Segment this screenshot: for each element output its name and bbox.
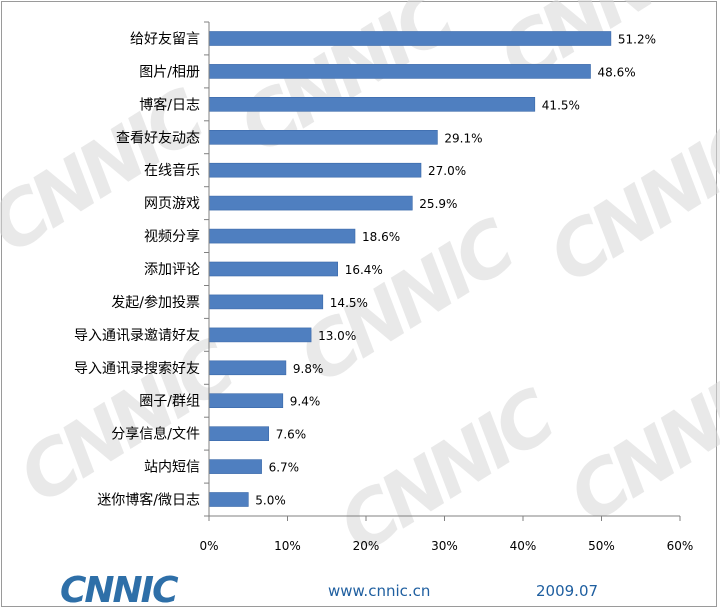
bar <box>208 228 356 244</box>
category-label: 给好友留言 <box>130 32 200 48</box>
x-tick-label: 60% <box>667 539 694 553</box>
value-label: 9.4% <box>290 395 321 409</box>
cnnic-logo: CNNIC <box>60 570 178 611</box>
category-label: 导入通讯录邀请好友 <box>74 328 200 344</box>
bar <box>208 492 249 507</box>
category-label: 在线音乐 <box>144 162 200 179</box>
category-label: 分享信息/文件 <box>111 426 200 443</box>
category-label: 网页游戏 <box>144 196 200 212</box>
footer-url: www.cnnic.cn <box>328 582 431 600</box>
value-label: 5.0% <box>255 494 285 508</box>
bar <box>208 294 324 310</box>
bars-group <box>208 31 612 507</box>
bar <box>208 64 591 79</box>
category-label: 站内短信 <box>144 460 200 476</box>
bar <box>208 162 422 178</box>
category-label: 图片/相册 <box>139 64 200 80</box>
category-label: 导入通讯录搜索好友 <box>74 360 200 377</box>
value-label: 25.9% <box>419 197 457 211</box>
x-tick-label: 50% <box>588 539 615 553</box>
bar <box>208 130 438 145</box>
x-tick-label: 40% <box>510 539 537 553</box>
x-tick-label: 20% <box>353 539 380 553</box>
value-label: 48.6% <box>598 65 636 79</box>
category-label: 发起/参加投票 <box>111 294 200 311</box>
bar <box>208 327 312 343</box>
value-label: 29.1% <box>444 131 482 145</box>
category-label: 圈子/群组 <box>139 394 200 410</box>
x-tick-label: 0% <box>199 539 218 553</box>
category-label: 视频分享 <box>144 228 200 245</box>
bar <box>208 393 284 409</box>
value-label: 9.8% <box>293 362 324 376</box>
value-label: 18.6% <box>362 230 400 244</box>
value-label: 27.0% <box>428 164 466 178</box>
bar <box>208 97 536 112</box>
value-label: 6.7% <box>269 461 300 475</box>
category-label: 查看好友动态 <box>116 130 200 146</box>
value-label: 13.0% <box>318 329 356 343</box>
category-label: 博客/日志 <box>139 96 200 113</box>
bar <box>208 459 262 474</box>
bar <box>208 195 413 211</box>
value-label: 16.4% <box>345 263 383 277</box>
x-tick-label: 10% <box>274 539 301 553</box>
value-label: 51.2% <box>618 33 656 47</box>
x-tick-label: 30% <box>431 539 458 553</box>
category-label: 迷你博客/微日志 <box>97 492 200 509</box>
value-label: 7.6% <box>276 428 307 442</box>
bar <box>208 31 612 46</box>
axes-group: 给好友留言 51.2% 图片/相册 48.6% 博客/日志 41.5% 查看好友动态 29.1… <box>74 21 694 553</box>
footer-date: 2009.07 <box>536 582 599 600</box>
bar <box>208 426 270 442</box>
category-label: 添加评论 <box>144 262 200 278</box>
bar <box>208 360 287 376</box>
value-label: 14.5% <box>330 296 368 310</box>
value-label: 41.5% <box>542 98 580 112</box>
bar <box>208 261 338 277</box>
